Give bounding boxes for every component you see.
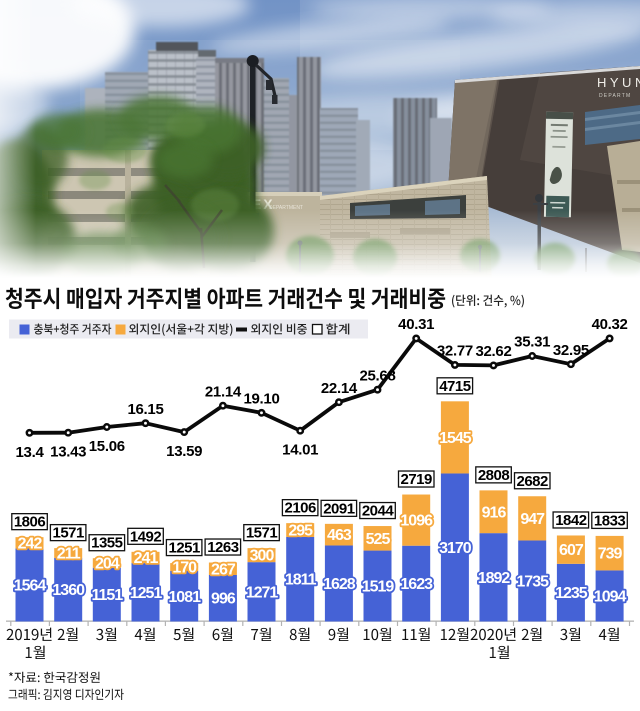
svg-text:947: 947: [520, 511, 545, 528]
svg-text:2682: 2682: [517, 473, 549, 490]
svg-text:2106: 2106: [285, 500, 317, 517]
svg-text:1623: 1623: [400, 576, 433, 593]
svg-text:300: 300: [250, 548, 275, 565]
svg-text:14.01: 14.01: [282, 442, 318, 459]
svg-text:2719: 2719: [401, 471, 433, 488]
svg-text:1251: 1251: [130, 585, 163, 602]
svg-text:1235: 1235: [555, 585, 588, 602]
svg-text:35.31: 35.31: [514, 334, 550, 351]
svg-text:1545: 1545: [439, 430, 472, 447]
svg-text:40.32: 40.32: [592, 316, 628, 333]
svg-text:4715: 4715: [439, 378, 471, 395]
svg-text:1806: 1806: [14, 514, 46, 531]
svg-text:16.15: 16.15: [127, 401, 163, 418]
svg-text:1571: 1571: [246, 525, 278, 542]
svg-text:1081: 1081: [168, 589, 201, 606]
svg-text:HYUN: HYUN: [597, 75, 640, 90]
svg-text:1519: 1519: [362, 579, 395, 596]
svg-text:15.06: 15.06: [89, 438, 125, 455]
svg-text:1833: 1833: [594, 512, 626, 529]
svg-text:1735: 1735: [516, 573, 549, 590]
svg-text:241: 241: [134, 550, 159, 567]
svg-text:1628: 1628: [323, 576, 356, 593]
svg-text:2091: 2091: [323, 500, 355, 517]
svg-text:1492: 1492: [130, 528, 162, 545]
svg-text:25.68: 25.68: [359, 367, 395, 384]
svg-text:170: 170: [172, 560, 197, 577]
svg-text:13.59: 13.59: [166, 443, 202, 460]
svg-text:1355: 1355: [91, 535, 123, 552]
svg-text:1263: 1263: [207, 539, 239, 556]
svg-text:525: 525: [366, 531, 391, 548]
svg-text:1096: 1096: [400, 513, 433, 530]
svg-text:22.14: 22.14: [321, 380, 358, 397]
svg-text:40.31: 40.31: [398, 316, 434, 333]
svg-text:32.95: 32.95: [553, 342, 589, 359]
svg-text:21.14: 21.14: [205, 383, 242, 400]
svg-text:32.62: 32.62: [475, 343, 511, 360]
svg-text:2044: 2044: [362, 503, 395, 520]
svg-text:1251: 1251: [169, 540, 201, 557]
svg-text:DEPARTMENT: DEPARTMENT: [269, 205, 303, 211]
svg-text:916: 916: [482, 504, 507, 521]
svg-text:1892: 1892: [478, 570, 511, 587]
svg-text:13.4: 13.4: [16, 444, 45, 461]
svg-text:3170: 3170: [439, 540, 472, 557]
svg-text:211: 211: [57, 546, 81, 563]
svg-text:295: 295: [288, 523, 313, 540]
svg-text:2808: 2808: [478, 467, 510, 484]
svg-text:DEPARTM: DEPARTM: [599, 93, 631, 99]
svg-text:996: 996: [211, 591, 236, 608]
svg-text:1151: 1151: [91, 587, 123, 604]
svg-text:13.43: 13.43: [50, 444, 86, 461]
svg-text:1271: 1271: [246, 584, 279, 601]
svg-text:607: 607: [559, 542, 584, 559]
svg-text:267: 267: [211, 561, 236, 578]
svg-text:32.77: 32.77: [437, 343, 473, 360]
svg-text:1564: 1564: [14, 577, 47, 594]
svg-text:463: 463: [327, 527, 352, 544]
svg-text:739: 739: [598, 546, 623, 563]
svg-text:1842: 1842: [555, 512, 587, 529]
svg-text:1571: 1571: [53, 525, 85, 542]
svg-text:19.10: 19.10: [243, 390, 279, 407]
svg-text:242: 242: [18, 535, 43, 552]
svg-text:1360: 1360: [52, 582, 85, 599]
svg-text:1811: 1811: [285, 572, 317, 589]
svg-text:1094: 1094: [594, 588, 627, 605]
svg-text:204: 204: [95, 555, 120, 572]
